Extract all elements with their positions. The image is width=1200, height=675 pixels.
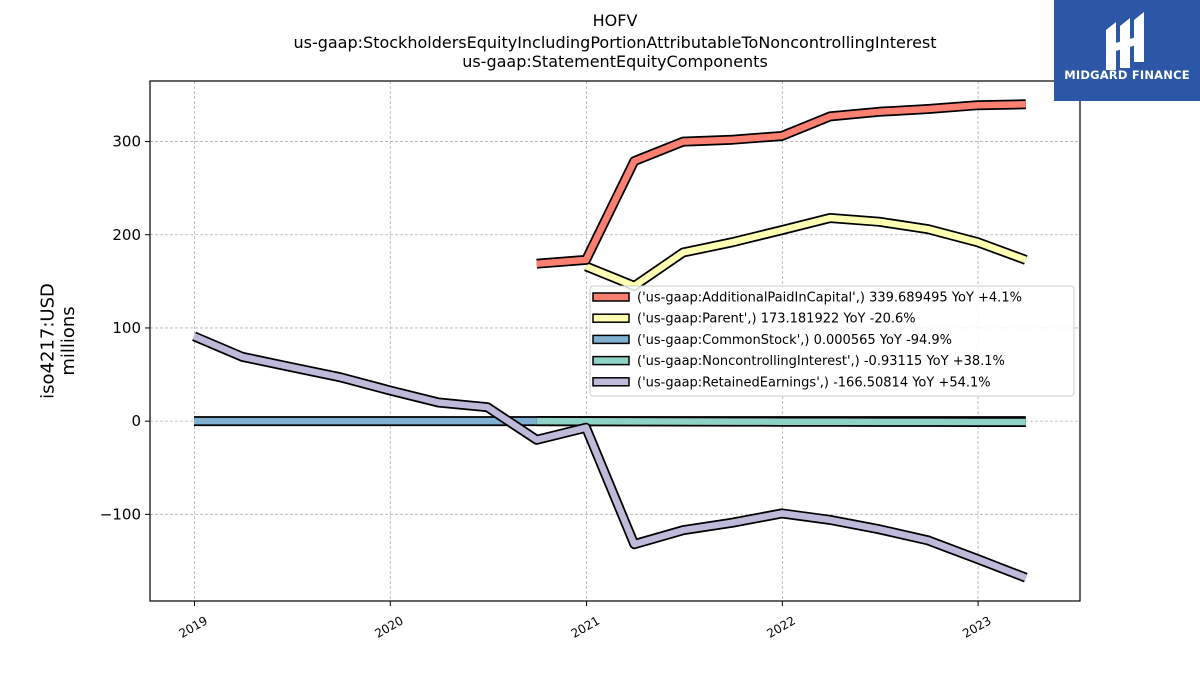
legend-swatch (592, 355, 630, 366)
legend-entry-label: ('us-gaap:AdditionalPaidInCapital',) 339… (637, 291, 1022, 306)
series-fill-line (192, 333, 1027, 581)
y-tick-label: 0 (131, 412, 141, 430)
legend-entry-label: ('us-gaap:Parent',) 173.181922 YoY -20.6… (637, 312, 916, 327)
midgard-logo-mark-icon (1106, 12, 1144, 70)
legend-swatch (592, 334, 630, 345)
y-axis-label-line: millions (58, 306, 79, 375)
y-axis-label: iso4217:USDmillions (38, 283, 80, 399)
series-line (536, 99, 1026, 269)
series-fill-line (536, 101, 1026, 267)
chart-title: HOFV (592, 11, 638, 30)
y-tick-label: −100 (100, 505, 141, 523)
y-axis-label-line: iso4217:USD (38, 283, 59, 399)
legend-entry-label: ('us-gaap:RetainedEarnings',) -166.50814… (637, 375, 991, 390)
chart-subtitle-axis: us-gaap:StatementEquityComponents (462, 52, 768, 71)
legend-swatch (592, 313, 630, 323)
legend-entry-label: ('us-gaap:CommonStock',) 0.000565 YoY -9… (637, 333, 952, 348)
x-tick-label: 2019 (177, 613, 210, 640)
legend-swatch (592, 292, 630, 302)
legend-entry-label: ('us-gaap:NoncontrollingInterest',) -0.9… (637, 354, 1005, 369)
series-line (192, 331, 1028, 583)
logo-text: MIDGARD FINANCE (1064, 68, 1190, 82)
y-tick-label: 200 (112, 226, 141, 244)
axes-frame (149, 80, 1081, 602)
series-fill-line (536, 417, 1026, 426)
y-tick-label: 300 (112, 133, 141, 151)
x-tick-label: 2023 (960, 613, 993, 640)
y-tick-label: 100 (112, 319, 141, 337)
legend-swatch (592, 377, 630, 387)
x-tick-label: 2022 (764, 613, 797, 640)
x-tick-label: 2020 (372, 613, 405, 640)
series-line (584, 213, 1028, 291)
chart-subtitle-concept: us-gaap:StockholdersEquityIncludingPorti… (293, 33, 937, 52)
midgard-finance-logo: MIDGARD FINANCE (1054, 0, 1200, 101)
x-tick-label: 2021 (569, 613, 602, 640)
series-line (536, 416, 1026, 427)
series-fill-line (584, 214, 1027, 290)
legend-box (589, 285, 1075, 397)
